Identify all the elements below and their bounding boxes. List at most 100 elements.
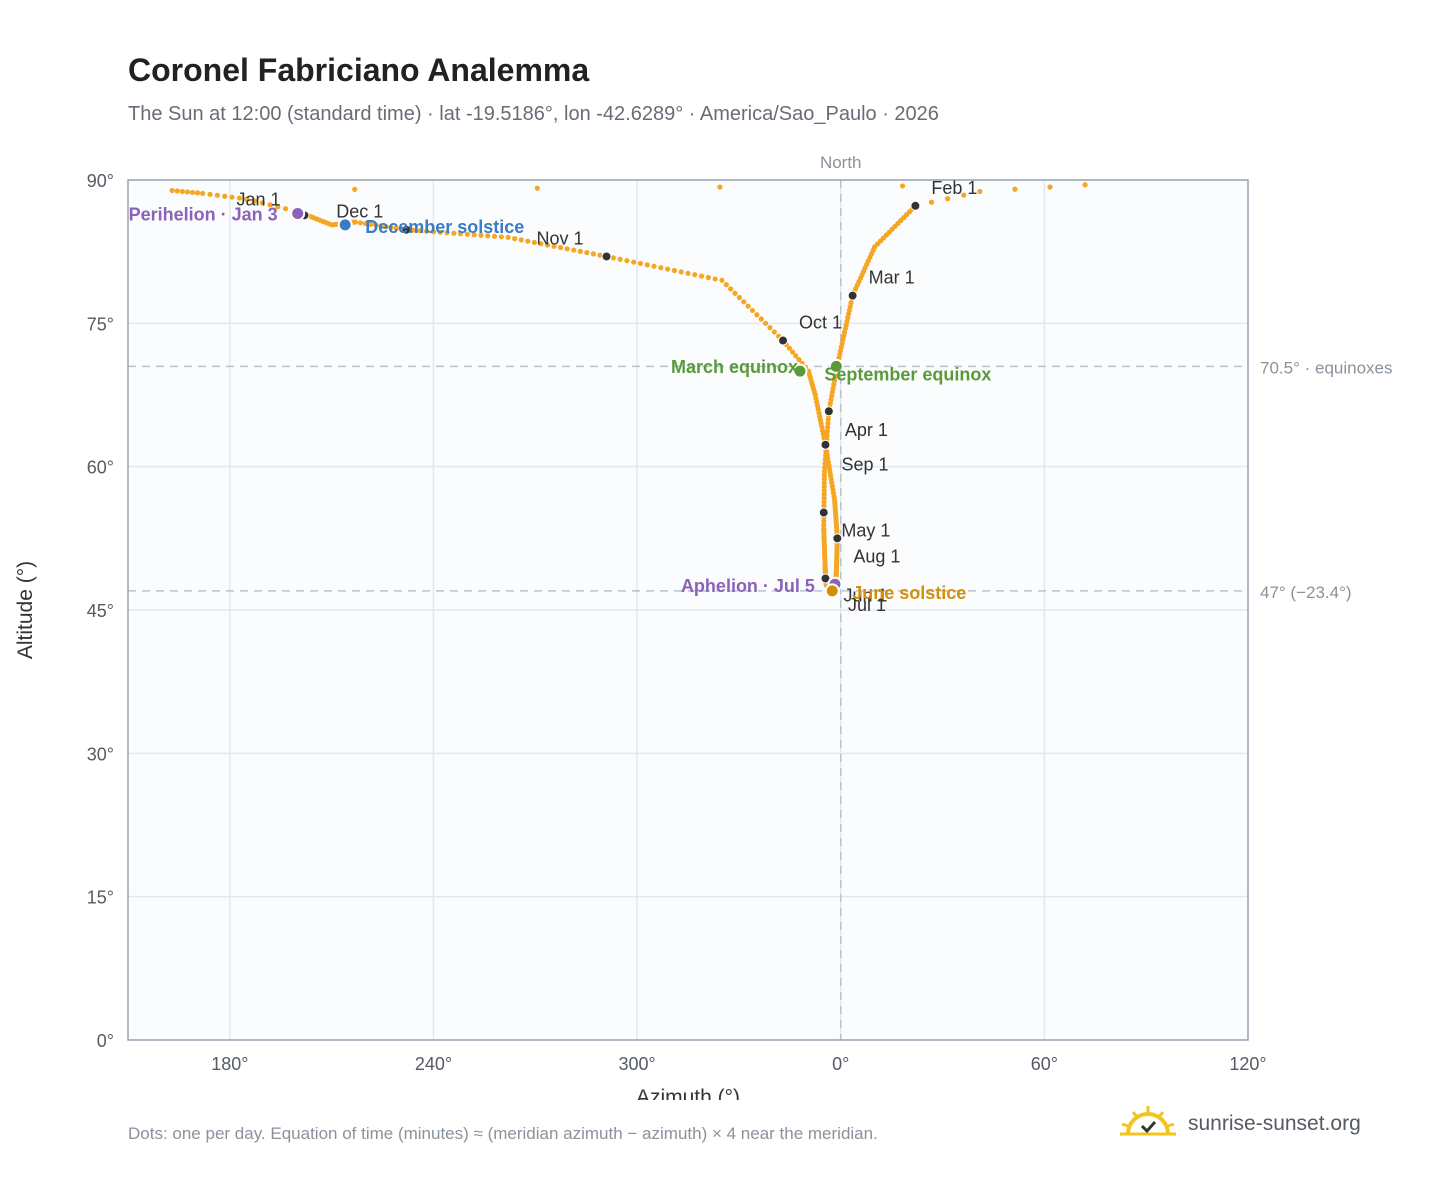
x-tick-label: 0°	[832, 1054, 849, 1074]
event-marker-dot	[337, 217, 353, 233]
daily-dot	[174, 188, 180, 194]
month-marker-label: Apr 1	[845, 420, 888, 440]
daily-dot	[534, 185, 540, 191]
sun-icon	[1120, 1106, 1176, 1136]
daily-dot	[825, 424, 831, 430]
y-axis-label: Altitude (°)	[14, 561, 37, 659]
footnote: Dots: one per day. Equation of time (min…	[128, 1124, 878, 1143]
daily-dot	[771, 329, 777, 335]
daily-dot	[251, 198, 258, 204]
daily-dot	[437, 229, 443, 235]
daily-dot	[222, 193, 228, 199]
daily-dot	[822, 464, 828, 471]
daily-dot	[464, 231, 470, 237]
month-marker-dot	[910, 200, 921, 211]
daily-dot	[789, 349, 796, 355]
daily-dot	[571, 247, 577, 253]
x-tick-label: 120°	[1229, 1054, 1266, 1074]
analemma-chart: 70.5° · equinoxes 47° (−23.4°) North 180°…	[14, 153, 1393, 1100]
daily-dot	[671, 267, 678, 274]
daily-dot	[368, 221, 374, 227]
daily-dot	[584, 250, 590, 256]
y-tick-label: 75°	[87, 314, 114, 334]
daily-dot	[200, 190, 206, 196]
daily-dot	[821, 522, 827, 528]
daily-dot	[577, 248, 583, 254]
daily-dot	[393, 225, 399, 231]
daily-dot	[824, 428, 830, 434]
daily-dot	[357, 220, 364, 226]
daily-dot	[821, 491, 827, 497]
daily-dot	[179, 188, 185, 195]
y-tick-label: 0°	[97, 1031, 114, 1051]
daily-dot	[821, 503, 827, 509]
daily-dot	[698, 273, 705, 279]
daily-dot	[762, 320, 769, 326]
daily-dot	[373, 222, 379, 228]
daily-dot	[538, 241, 544, 247]
daily-dot	[236, 195, 243, 201]
chart-subtitle: The Sun at 12:00 (standard time) · lat -…	[128, 103, 939, 125]
daily-dot	[796, 357, 802, 363]
daily-dot	[207, 191, 213, 197]
event-marker-dot	[828, 358, 844, 374]
month-marker-dot	[847, 290, 858, 301]
plot-frame	[127, 179, 1249, 1041]
month-marker-label: Mar 1	[869, 268, 915, 288]
x-tick-label: 60°	[1031, 1054, 1058, 1074]
daily-dot	[1012, 186, 1018, 192]
daily-dot	[821, 487, 827, 494]
daily-dot	[945, 196, 951, 202]
month-marker-dot	[601, 251, 612, 262]
daily-dot	[451, 230, 457, 236]
daily-dot	[267, 202, 273, 208]
y-axis-ticks: 0° 15° 30° 45° 60° 75° 90°	[87, 171, 114, 1051]
month-marker-label: Nov 1	[537, 228, 584, 248]
daily-dot	[977, 188, 983, 195]
daily-dot	[544, 242, 551, 248]
daily-dot	[362, 220, 369, 227]
reference-line-label: 70.5° · equinoxes	[1260, 358, 1393, 377]
daily-dot	[617, 256, 623, 262]
daily-dot	[821, 484, 827, 490]
daily-dot	[754, 312, 760, 318]
daily-dot	[821, 499, 827, 505]
daily-dot	[767, 325, 773, 331]
brand-name: sunrise-sunset.org	[1188, 1112, 1361, 1135]
daily-dot	[1047, 184, 1053, 190]
daily-dot	[658, 265, 664, 271]
event-marker-dot	[792, 363, 808, 379]
brand[interactable]: sunrise-sunset.org	[1120, 1102, 1361, 1146]
daily-dot	[821, 476, 827, 482]
x-tick-label: 300°	[618, 1054, 655, 1074]
daily-dot	[189, 189, 196, 196]
daily-dot	[644, 262, 650, 268]
daily-dot	[637, 260, 644, 267]
daily-dot	[244, 196, 250, 202]
meridian-line: North	[820, 153, 862, 1040]
daily-dot	[749, 307, 756, 314]
daily-dot	[821, 518, 827, 524]
daily-dot	[458, 231, 464, 237]
daily-dot	[169, 187, 175, 194]
month-marker-label: Jan 1	[236, 189, 280, 209]
month-marker-label: Aug 1	[853, 546, 900, 566]
daily-dot	[417, 228, 423, 234]
daily-dot	[383, 224, 389, 230]
meridian-label: North	[820, 153, 862, 172]
daily-dot	[229, 194, 235, 200]
month-marker-dot	[832, 533, 843, 544]
daily-dot	[378, 223, 384, 229]
month-marker-dot	[820, 439, 831, 450]
daily-dot	[825, 416, 831, 422]
event-marker-label: June solstice	[852, 583, 966, 603]
daily-dot	[498, 234, 504, 240]
month-marker-dot	[823, 406, 834, 417]
y-tick-label: 90°	[87, 171, 114, 191]
daily-dot	[899, 183, 906, 189]
daily-dot	[745, 303, 751, 309]
daily-dot	[184, 189, 190, 195]
event-marker-label: Aphelion · Jul 5	[681, 576, 815, 596]
month-marker-label: Oct 1	[799, 313, 842, 333]
